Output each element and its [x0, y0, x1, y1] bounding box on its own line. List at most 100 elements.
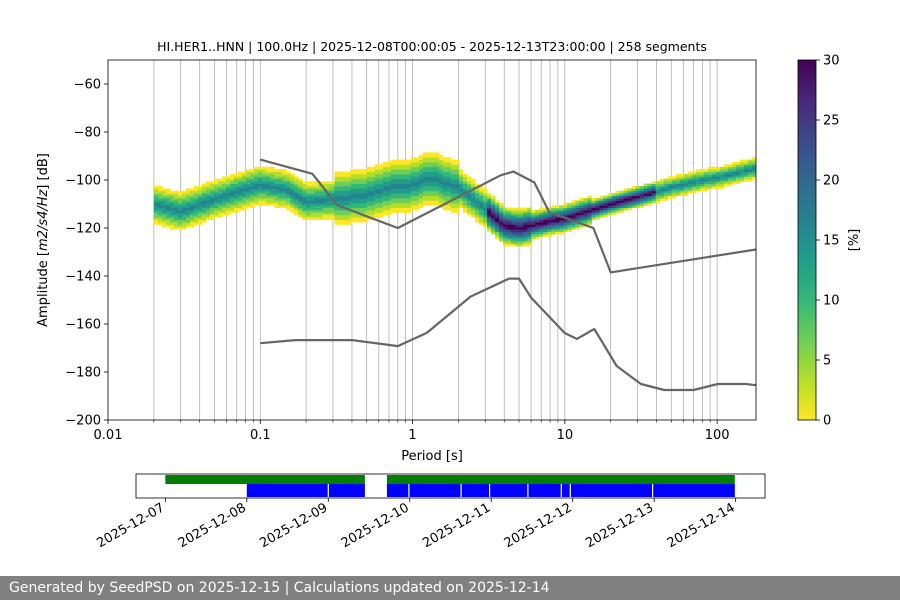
psd-histogram-cell: [258, 186, 263, 189]
psd-histogram-cell: [358, 200, 364, 204]
psd-histogram-cell: [727, 178, 733, 182]
psd-histogram-cell: [462, 176, 468, 180]
psd-histogram-cell: [483, 217, 488, 220]
psd-histogram-cell: [230, 200, 235, 204]
x-tick-label: 10: [557, 428, 574, 443]
psd-histogram-cell: [246, 195, 251, 199]
psd-histogram-cell: [430, 152, 436, 156]
psd-histogram-cell: [169, 224, 175, 228]
psd-histogram-cell: [230, 205, 235, 208]
psd-histogram-cell: [370, 207, 376, 211]
psd-histogram-cell: [258, 171, 263, 175]
psd-histogram-cell: [218, 198, 223, 201]
psd-histogram-cell: [434, 152, 440, 156]
psd-histogram-cell: [230, 186, 235, 189]
psd-histogram-cell: [326, 210, 332, 213]
psd-histogram-cell: [350, 181, 356, 184]
psd-histogram-cell: [479, 188, 484, 192]
y-tick-label: −120: [65, 222, 101, 237]
psd-histogram-cell: [418, 154, 424, 158]
psd-histogram-cell: [266, 181, 271, 184]
psd-histogram-cell: [707, 176, 713, 180]
psd-histogram-cell: [358, 219, 364, 223]
psd-histogram-cell: [210, 202, 215, 206]
psd-histogram-cell: [366, 202, 372, 206]
psd-histogram-cell: [350, 193, 356, 196]
psd-histogram-cell: [318, 205, 324, 208]
psd-histogram-cell: [298, 195, 303, 199]
psd-histogram-cell: [410, 159, 416, 163]
psd-histogram-cell: [270, 171, 275, 175]
psd-histogram-cell: [503, 210, 508, 213]
psd-histogram-cell: [173, 214, 179, 218]
psd-histogram-cell: [390, 169, 396, 172]
psd-histogram-cell: [458, 176, 464, 180]
psd-histogram-cell: [735, 171, 741, 175]
psd-histogram-cell: [575, 202, 580, 206]
psd-histogram-cell: [234, 193, 239, 196]
psd-histogram-cell: [270, 190, 275, 194]
psd-histogram-cell: [531, 222, 536, 225]
psd-histogram-cell: [515, 217, 520, 220]
psd-histogram-cell: [366, 166, 372, 170]
psd-histogram-cell: [418, 181, 424, 184]
psd-histogram-cell: [386, 171, 392, 175]
psd-histogram-cell: [575, 210, 580, 213]
psd-histogram-cell: [543, 214, 548, 218]
psd-histogram-cell: [206, 188, 211, 192]
psd-histogram-cell: [579, 212, 584, 216]
psd-histogram-cell: [366, 186, 372, 189]
psd-histogram-cell: [165, 193, 171, 196]
psd-histogram-cell: [362, 178, 368, 182]
psd-histogram-cell: [161, 212, 167, 216]
psd-histogram-cell: [454, 193, 460, 196]
psd-histogram-cell: [298, 202, 303, 206]
psd-histogram-cell: [474, 217, 480, 220]
psd-histogram-cell: [402, 178, 408, 182]
psd-histogram-cell: [338, 214, 344, 218]
psd-histogram-cell: [643, 190, 649, 194]
psd-histogram-cell: [390, 200, 396, 204]
psd-histogram-cell: [278, 174, 283, 177]
psd-histogram-cell: [587, 205, 593, 208]
psd-histogram-cell: [238, 205, 243, 208]
psd-histogram-cell: [262, 183, 267, 187]
psd-histogram-cell: [418, 164, 424, 168]
psd-histogram-cell: [446, 181, 452, 184]
y-tick-label: −140: [65, 270, 101, 285]
psd-histogram-cell: [599, 202, 605, 206]
psd-histogram-cell: [406, 176, 412, 180]
psd-histogram-cell: [206, 212, 211, 216]
psd-histogram-cell: [386, 198, 392, 201]
psd-histogram-cell: [587, 200, 593, 204]
psd-histogram-cell: [202, 200, 207, 204]
psd-histogram-cell: [707, 181, 713, 184]
psd-histogram-cell: [422, 164, 428, 168]
psd-histogram-cell: [523, 226, 528, 230]
psd-histogram-cell: [234, 207, 239, 211]
psd-histogram-cell: [222, 193, 227, 196]
psd-histogram-cell: [382, 176, 388, 180]
psd-histogram-cell: [567, 210, 572, 213]
psd-histogram-cell: [378, 200, 384, 204]
psd-histogram-cell: [354, 186, 360, 189]
psd-histogram-cell: [515, 236, 520, 240]
psd-histogram-cell: [651, 188, 657, 192]
psd-histogram-cell: [254, 198, 259, 201]
psd-histogram-cell: [667, 195, 673, 199]
psd-histogram-cell: [442, 190, 448, 194]
psd-histogram-cell: [346, 188, 352, 192]
psd-histogram-cell: [527, 238, 532, 242]
psd-histogram-cell: [735, 181, 741, 184]
psd-histogram-cell: [350, 176, 356, 180]
psd-histogram-cell: [226, 210, 231, 213]
psd-histogram-cell: [483, 207, 488, 211]
psd-histogram-cell: [671, 195, 677, 199]
psd-histogram-cell: [354, 183, 360, 187]
psd-histogram-cell: [334, 210, 340, 213]
psd-histogram-cell: [342, 214, 348, 218]
psd-histogram-cell: [483, 190, 488, 194]
psd-histogram-cell: [298, 181, 303, 184]
psd-histogram-cell: [587, 212, 593, 216]
psd-histogram-cell: [511, 238, 516, 242]
